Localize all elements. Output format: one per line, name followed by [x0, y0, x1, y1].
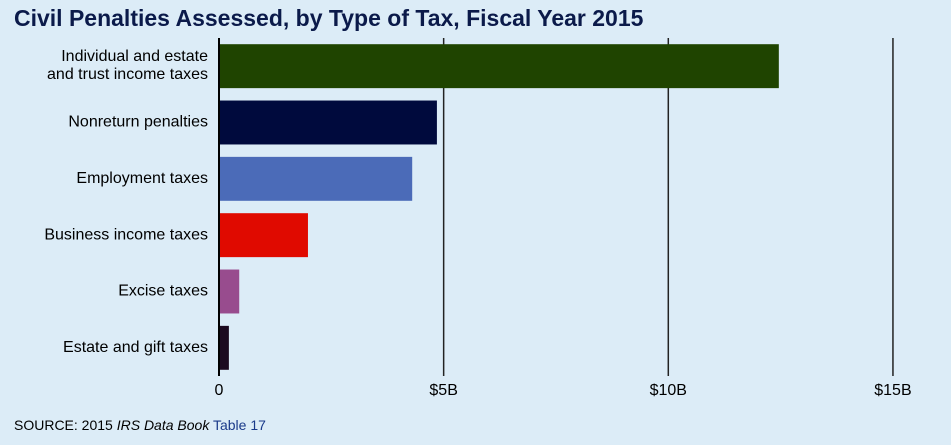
- x-tick-label: $15B: [874, 382, 911, 399]
- bar: [219, 269, 240, 314]
- chart-title: Civil Penalties Assessed, by Type of Tax…: [14, 5, 644, 31]
- source-prefix: SOURCE: 2015: [14, 417, 113, 433]
- source-link[interactable]: Table 17: [213, 417, 266, 433]
- source-note: SOURCE: 2015 IRS Data Book Table 17: [14, 417, 266, 433]
- y-tick-label: Business income taxes: [44, 226, 208, 243]
- x-tick-label: $5B: [429, 382, 457, 399]
- x-tick-label: 0: [215, 382, 224, 399]
- bar: [219, 325, 229, 370]
- x-tick-label: $10B: [650, 382, 687, 399]
- y-tick-label: Employment taxes: [76, 170, 208, 187]
- bar: [219, 100, 437, 145]
- y-tick-label: Excise taxes: [118, 283, 208, 300]
- y-tick-label: Nonreturn penalties: [68, 114, 208, 131]
- bar: [219, 156, 413, 201]
- source-book: IRS Data Book: [117, 417, 211, 433]
- y-tick-label: Estate and gift taxes: [63, 339, 208, 356]
- bar: [219, 213, 308, 258]
- bar: [219, 44, 779, 89]
- y-tick-label: Individual and estate and trust income ta…: [47, 48, 208, 83]
